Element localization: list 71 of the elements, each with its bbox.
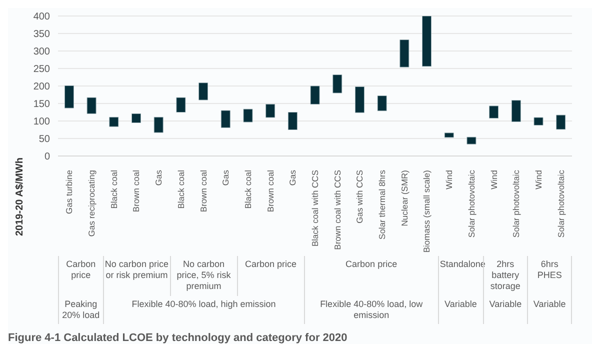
- bar: [444, 132, 454, 138]
- text: No carbon price or risk premium: [102, 256, 170, 296]
- bar: [310, 86, 320, 104]
- bar: [266, 104, 276, 118]
- text: 2hrs battery storage: [490, 259, 520, 291]
- y-tick-label: 350: [33, 29, 50, 40]
- x-tick-label: Solar photovoltaic: [466, 169, 476, 238]
- bar: [466, 136, 476, 144]
- x-tick-label: Wind: [444, 170, 454, 190]
- bar: [109, 116, 119, 127]
- bar: [511, 100, 521, 122]
- x-tick-label: Black coal: [108, 170, 119, 209]
- bar: [400, 40, 410, 68]
- bar: [422, 16, 432, 67]
- text: Standalone: [438, 256, 486, 296]
- x-tick-label: Gas turbine: [64, 170, 74, 214]
- x-tick-label: Biomass (small scale): [422, 170, 432, 253]
- x-tick-label: Black coal: [242, 170, 253, 209]
- x-tick-label: Black coal: [176, 170, 186, 209]
- y-tick-label: 150: [33, 99, 50, 110]
- bar: [354, 86, 364, 113]
- x-tick-label: Black coal with CCS: [310, 170, 320, 247]
- x-tick-label: Solar thermal 8hrs: [377, 170, 388, 240]
- bar: [534, 117, 544, 126]
- bar: [64, 85, 74, 108]
- y-tick-label: 300: [33, 46, 50, 58]
- bar: [176, 97, 186, 112]
- text: No carbon price, 5% risk premium: [170, 256, 237, 296]
- x-tick-label: Gas reciprocating: [86, 170, 97, 237]
- x-tick-label: Gas with CCS: [354, 170, 365, 224]
- x-tick-label: Solar photovoltaic: [556, 169, 566, 238]
- bar: [198, 82, 208, 100]
- x-tick-label: Gas: [288, 170, 298, 186]
- x-tick-label: Brown coal with CCS: [332, 170, 342, 250]
- bar: [377, 96, 387, 112]
- x-tick-label: Wind: [533, 170, 544, 190]
- x-tick-label: Wind: [488, 170, 499, 190]
- y-tick-label: 400: [33, 12, 50, 23]
- x-tick-label: Brown coal: [131, 170, 142, 212]
- text: Flexible 40-80% load, high emission: [102, 296, 304, 324]
- text: Carbon price: [58, 256, 103, 296]
- x-tick-label: Gas: [220, 170, 231, 186]
- x-tick-label: Solar photovoltaic: [511, 169, 522, 238]
- text: Peaking 20% load: [58, 296, 103, 324]
- bar: [154, 116, 164, 133]
- y-tick-label: 100: [33, 116, 50, 128]
- bar: [556, 114, 566, 130]
- bar: [220, 110, 230, 128]
- text: 6hrs PHES: [527, 256, 572, 296]
- bar: [489, 106, 499, 118]
- bar: [288, 112, 298, 130]
- text: Flexible 40-80% load, low emission: [304, 296, 438, 324]
- bar: [132, 113, 141, 123]
- y-tick-label: 50: [38, 134, 50, 146]
- text: Carbon price: [236, 256, 304, 296]
- y-tick-label: 250: [33, 64, 50, 76]
- x-tick-label: Brown coal: [265, 170, 276, 212]
- y-axis-title: 2019-20 A$/MWh: [14, 157, 26, 236]
- text: Variable: [482, 296, 528, 324]
- x-tick-label: Brown coal: [198, 170, 208, 212]
- bar: [243, 108, 253, 122]
- y-tick-label: 0: [44, 152, 50, 163]
- text: Variable: [527, 296, 572, 324]
- text: Carbon price: [304, 256, 438, 296]
- y-tick-label: 200: [33, 82, 50, 93]
- text: Variable: [438, 296, 483, 324]
- x-tick-label: Nuclear (SMR): [399, 170, 410, 226]
- bar: [332, 74, 342, 94]
- bar: [86, 97, 96, 114]
- caption: Figure 4-1 Calculated LCOE by technology and category for 2020: [8, 332, 348, 344]
- x-tick-label: Gas: [154, 170, 164, 186]
